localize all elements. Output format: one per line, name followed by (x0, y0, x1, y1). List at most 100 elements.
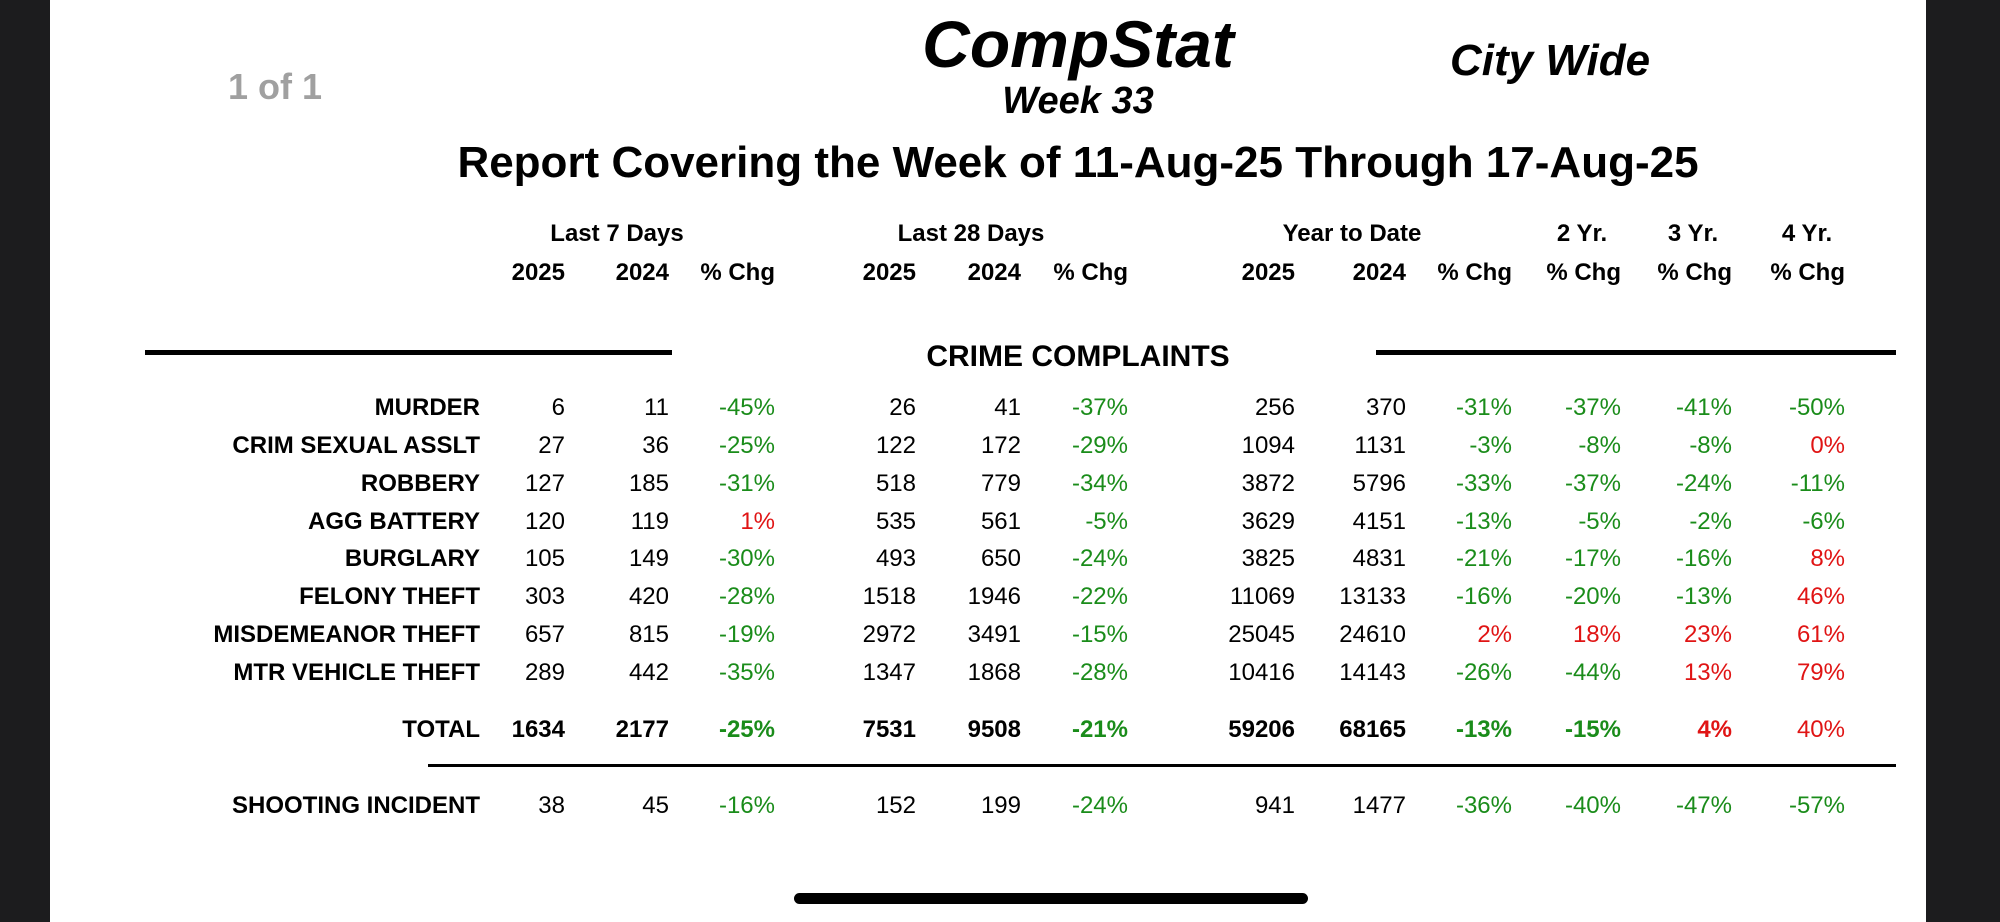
row-label: MURDER (374, 394, 480, 421)
table-cell: -6% (1802, 508, 1845, 535)
report-title: CompStat (922, 7, 1234, 81)
table-cell: -40% (1564, 792, 1621, 819)
total-divider (428, 764, 1896, 767)
row-label: AGG BATTERY (308, 508, 480, 535)
table-cell: -13% (1675, 583, 1732, 610)
table-cell: -24% (1071, 792, 1128, 819)
table-cell: 535 (875, 508, 916, 535)
table-cell: -11% (1790, 470, 1845, 497)
column-header: % Chg (1053, 259, 1128, 286)
table-cell: -13% (1455, 716, 1512, 743)
scope-label: City Wide (1450, 36, 1651, 85)
table-cell: 25045 (1228, 621, 1295, 648)
table-cell: 2972 (862, 621, 916, 648)
table-cell: 5796 (1352, 470, 1406, 497)
table-cell: 14143 (1339, 659, 1406, 686)
group-header: 4 Yr. (1781, 220, 1833, 247)
table-cell: 4% (1697, 716, 1732, 743)
table-cell: 289 (524, 659, 565, 686)
table-cell: 152 (875, 792, 916, 819)
table-cell: 1% (740, 508, 775, 535)
group-header: 3 Yr. (1667, 220, 1719, 247)
table-cell: 2177 (615, 716, 669, 743)
table-cell: -37% (1071, 394, 1128, 421)
table-cell: -2% (1689, 508, 1732, 535)
table-cell: -45% (718, 394, 775, 421)
table-cell: -16% (1455, 583, 1512, 610)
table-cell: -41% (1675, 394, 1732, 421)
table-cell: 4831 (1352, 545, 1406, 572)
table-cell: 10416 (1228, 659, 1295, 686)
table-cell: 442 (628, 659, 669, 686)
week-label: Week 33 (1002, 80, 1154, 122)
column-header: % Chg (1657, 259, 1732, 286)
table-cell: -37% (1564, 394, 1621, 421)
group-header: Year to Date (1282, 220, 1422, 247)
table-cell: 45 (642, 792, 669, 819)
table-cell: 815 (628, 621, 669, 648)
table-cell: -31% (1455, 394, 1512, 421)
table-cell: -16% (1675, 545, 1732, 572)
table-cell: -47% (1675, 792, 1732, 819)
table-cell: -37% (1564, 470, 1621, 497)
report-period: Report Covering the Week of 11-Aug-25 Th… (457, 138, 1699, 187)
column-header: 2025 (862, 259, 916, 286)
table-cell: 119 (630, 508, 669, 535)
table-cell: 11069 (1230, 583, 1295, 610)
table-cell: -24% (1675, 470, 1732, 497)
table-cell: -22% (1071, 583, 1128, 610)
table-cell: 518 (875, 470, 916, 497)
table-cell: 650 (980, 545, 1021, 572)
table-cell: -33% (1455, 470, 1512, 497)
table-cell: -13% (1455, 508, 1512, 535)
table-cell: -16% (718, 792, 775, 819)
row-label: TOTAL (402, 716, 480, 743)
report-page: 1 of 1 CompStat Week 33 City Wide Report… (50, 0, 1926, 922)
table-cell: 36 (642, 432, 669, 459)
table-cell: -57% (1788, 792, 1845, 819)
table-cell: 303 (524, 583, 565, 610)
table-cell: 13133 (1339, 583, 1406, 610)
table-cell: 3629 (1241, 508, 1295, 535)
table-cell: -20% (1564, 583, 1621, 610)
table-cell: 11 (644, 394, 669, 421)
table-cell: -34% (1071, 470, 1128, 497)
column-header: % Chg (700, 259, 775, 286)
table-cell: -15% (1071, 621, 1128, 648)
table-cell: -3% (1469, 432, 1512, 459)
table-cell: -28% (718, 583, 775, 610)
table-cell: 26 (889, 394, 916, 421)
row-label: FELONY THEFT (299, 583, 480, 610)
table-cell: 1518 (862, 583, 916, 610)
table-cell: 127 (524, 470, 565, 497)
table-cell: 1868 (967, 659, 1021, 686)
table-cell: -28% (1071, 659, 1128, 686)
column-header: 2025 (1241, 259, 1295, 286)
table-cell: 3825 (1241, 545, 1295, 572)
table-cell: -17% (1564, 545, 1621, 572)
table-cell: -19% (718, 621, 775, 648)
table-cell: 18% (1572, 621, 1621, 648)
table-cell: -8% (1578, 432, 1621, 459)
table-cell: 8% (1810, 545, 1845, 572)
table-cell: 105 (524, 545, 565, 572)
table-cell: 561 (980, 508, 1021, 535)
column-header: 2025 (511, 259, 565, 286)
table-cell: 1347 (862, 659, 916, 686)
table-cell: 41 (994, 394, 1021, 421)
group-header: Last 7 Days (550, 220, 684, 247)
home-indicator[interactable] (794, 893, 1308, 904)
row-label: ROBBERY (360, 470, 480, 497)
table-cell: 46% (1796, 583, 1845, 610)
table-cell: -15% (1564, 716, 1621, 743)
table-cell: 185 (628, 470, 669, 497)
row-label: SHOOTING INCIDENT (231, 792, 480, 819)
row-label: BURGLARY (344, 545, 480, 572)
table-cell: -50% (1788, 394, 1845, 421)
table-cell: 779 (980, 470, 1021, 497)
table-cell: 0% (1810, 432, 1845, 459)
table-cell: -21% (1071, 716, 1128, 743)
table-cell: 149 (628, 545, 669, 572)
table-cell: -26% (1455, 659, 1512, 686)
column-header: % Chg (1546, 259, 1621, 286)
